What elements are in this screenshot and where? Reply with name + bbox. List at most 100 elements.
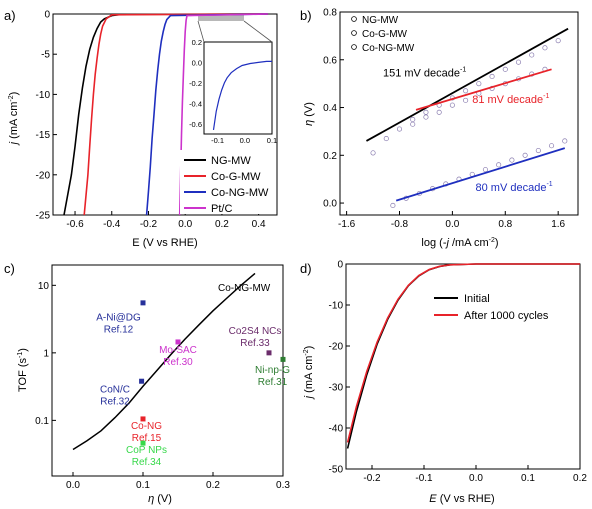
data-point-co-g-mw <box>423 114 429 120</box>
data-point-ng-mw <box>423 109 429 115</box>
y-axis-label: j (mA cm-2) <box>8 92 20 147</box>
legend-label-ng-mw: NG-MW <box>362 15 399 26</box>
series-line-co-ng-mw <box>145 13 268 216</box>
data-point-ng-mw <box>502 66 508 72</box>
inset-y-tick-label: -0.4 <box>189 99 202 108</box>
x-tick-label: 0.2 <box>573 473 587 484</box>
legend: NG-MW Co-G-MW Co-NG-MW Pt/C <box>180 150 269 215</box>
reference-citation: Ref.15 <box>132 433 162 444</box>
inset-zoom-box <box>198 15 244 21</box>
legend-label-co-g-mw: Co-G-MW <box>362 29 408 40</box>
panel-d: E (V vs RHE) j (mA cm-2) Initial After 1… <box>303 260 587 506</box>
data-point-co-g-mw <box>436 109 442 115</box>
panel-b-label: b) <box>300 8 312 23</box>
legend-label-pt-c: Pt/C <box>211 203 232 215</box>
data-point-co-g-mw <box>449 102 455 108</box>
reference-label: CoN/C <box>100 384 130 395</box>
data-point-co-ng-mw <box>535 147 541 154</box>
x-tick-label: 0.2 <box>215 219 229 230</box>
data-point-ng-mw <box>489 73 495 80</box>
data-point-ng-mw <box>370 150 376 156</box>
x-tick-label: 0.2 <box>206 480 220 491</box>
reference-citation: Ref.30 <box>163 357 193 368</box>
y-tick-label: -10 <box>329 301 344 312</box>
legend-label-co-ng-mw: Co-NG-MW <box>211 187 269 199</box>
legend: NG-MW Co-G-MW Co-NG-MW <box>351 15 415 54</box>
reference-label: CoP NPs <box>126 445 167 456</box>
plot-frame <box>345 263 581 470</box>
reference-marker <box>140 416 146 422</box>
fit-line <box>366 27 569 142</box>
x-tick-label: -0.8 <box>391 219 409 230</box>
inset-series-line <box>212 60 272 130</box>
y-axis-label: j (mA cm-2) <box>303 346 315 401</box>
series-line-after-1000-cycles <box>346 263 580 443</box>
x-tick-label: 0.0 <box>445 219 459 230</box>
data-point-ng-mw <box>542 45 548 51</box>
y-tick-label: -25 <box>36 211 51 222</box>
x-tick-label: -1.6 <box>338 219 356 230</box>
inset-x-tick-label: -0.1 <box>211 136 224 145</box>
y-tick-label: 0.2 <box>323 151 337 162</box>
data-point-ng-mw <box>410 116 416 123</box>
reference-marker <box>175 339 181 345</box>
data-point-co-g-mw <box>410 121 416 127</box>
reference-label: A-Ni@DG <box>96 313 141 324</box>
data-point-co-ng-mw <box>482 167 488 173</box>
inset-connector-left <box>197 20 205 43</box>
data-point-co-ng-mw <box>509 157 515 163</box>
panel-a-label: a) <box>4 8 16 23</box>
legend-marker-co-ng-mw <box>351 44 357 50</box>
data-point-co-ng-mw <box>562 138 568 144</box>
y-axis-label: TOF (s-1) <box>17 348 29 392</box>
data-point-co-ng-mw <box>390 202 396 208</box>
panel-c: η (V) TOF (s-1) Co-NG-MW 0.0 0.1 0.2 0.3 10 1… <box>17 264 290 505</box>
reference-marker <box>139 378 145 384</box>
y-tick-label: -20 <box>36 170 51 181</box>
fit-line <box>395 147 566 202</box>
x-tick-label: -0.6 <box>66 219 84 230</box>
panel-d-label: d) <box>300 261 312 276</box>
y-tick-label: 0.4 <box>323 103 337 114</box>
x-axis-label: η (V) <box>148 493 172 505</box>
reference-label: Co-NG <box>131 421 162 432</box>
legend-label-initial: Initial <box>464 293 490 305</box>
panel-a: E (V vs RHE) j (mA cm-2) -0.6 -0.4 -0.2 0.0… <box>8 10 278 249</box>
plot-frame <box>51 264 284 477</box>
data-point-ng-mw <box>396 126 403 132</box>
reference-marker <box>140 300 146 306</box>
x-tick-label: 1.6 <box>551 219 565 230</box>
panel-b: log (-j /mA cm-2) η (V) NG-MW Co-G-MW Co… <box>303 8 579 249</box>
y-tick-label: -20 <box>329 342 344 353</box>
x-tick-label: -0.2 <box>363 473 381 484</box>
fit-label: 151 mV decade-1 <box>383 66 466 79</box>
data-point-co-ng-mw <box>496 162 502 168</box>
y-tick-label: 0.8 <box>323 8 337 19</box>
fit-label: 81 mV decade-1 <box>472 93 549 106</box>
data-point-co-g-mw <box>463 97 469 103</box>
x-tick-label: 0.4 <box>252 219 266 230</box>
fit-label: 80 mV decade-1 <box>476 181 553 194</box>
reference-marker <box>140 440 146 446</box>
inset-y-tick-label: 0.2 <box>192 38 202 47</box>
x-tick-label: 0.8 <box>498 219 512 230</box>
y-tick-label: 0.6 <box>323 55 337 66</box>
legend-label-co-ng-mw: Co-NG-MW <box>362 43 415 54</box>
inset-y-tick-label: 0.0 <box>192 58 202 67</box>
x-tick-label: -0.4 <box>103 219 121 230</box>
x-tick-label: -0.1 <box>415 473 433 484</box>
x-tick-label: 0.0 <box>178 219 192 230</box>
y-tick-label: -15 <box>36 130 51 141</box>
x-tick-label: -0.2 <box>140 219 158 230</box>
y-tick-label: -50 <box>329 465 344 476</box>
legend-marker-co-g-mw <box>351 30 357 36</box>
data-point-ng-mw <box>515 59 522 65</box>
fit-line <box>415 68 552 111</box>
data-point-ng-mw <box>555 38 561 44</box>
x-tick-label: 0.3 <box>276 480 290 491</box>
inset-x-tick-label: 0.0 <box>240 136 250 145</box>
x-tick-label: 0.1 <box>136 480 150 491</box>
inset-frame <box>203 41 273 135</box>
y-tick-label: -30 <box>329 383 344 394</box>
